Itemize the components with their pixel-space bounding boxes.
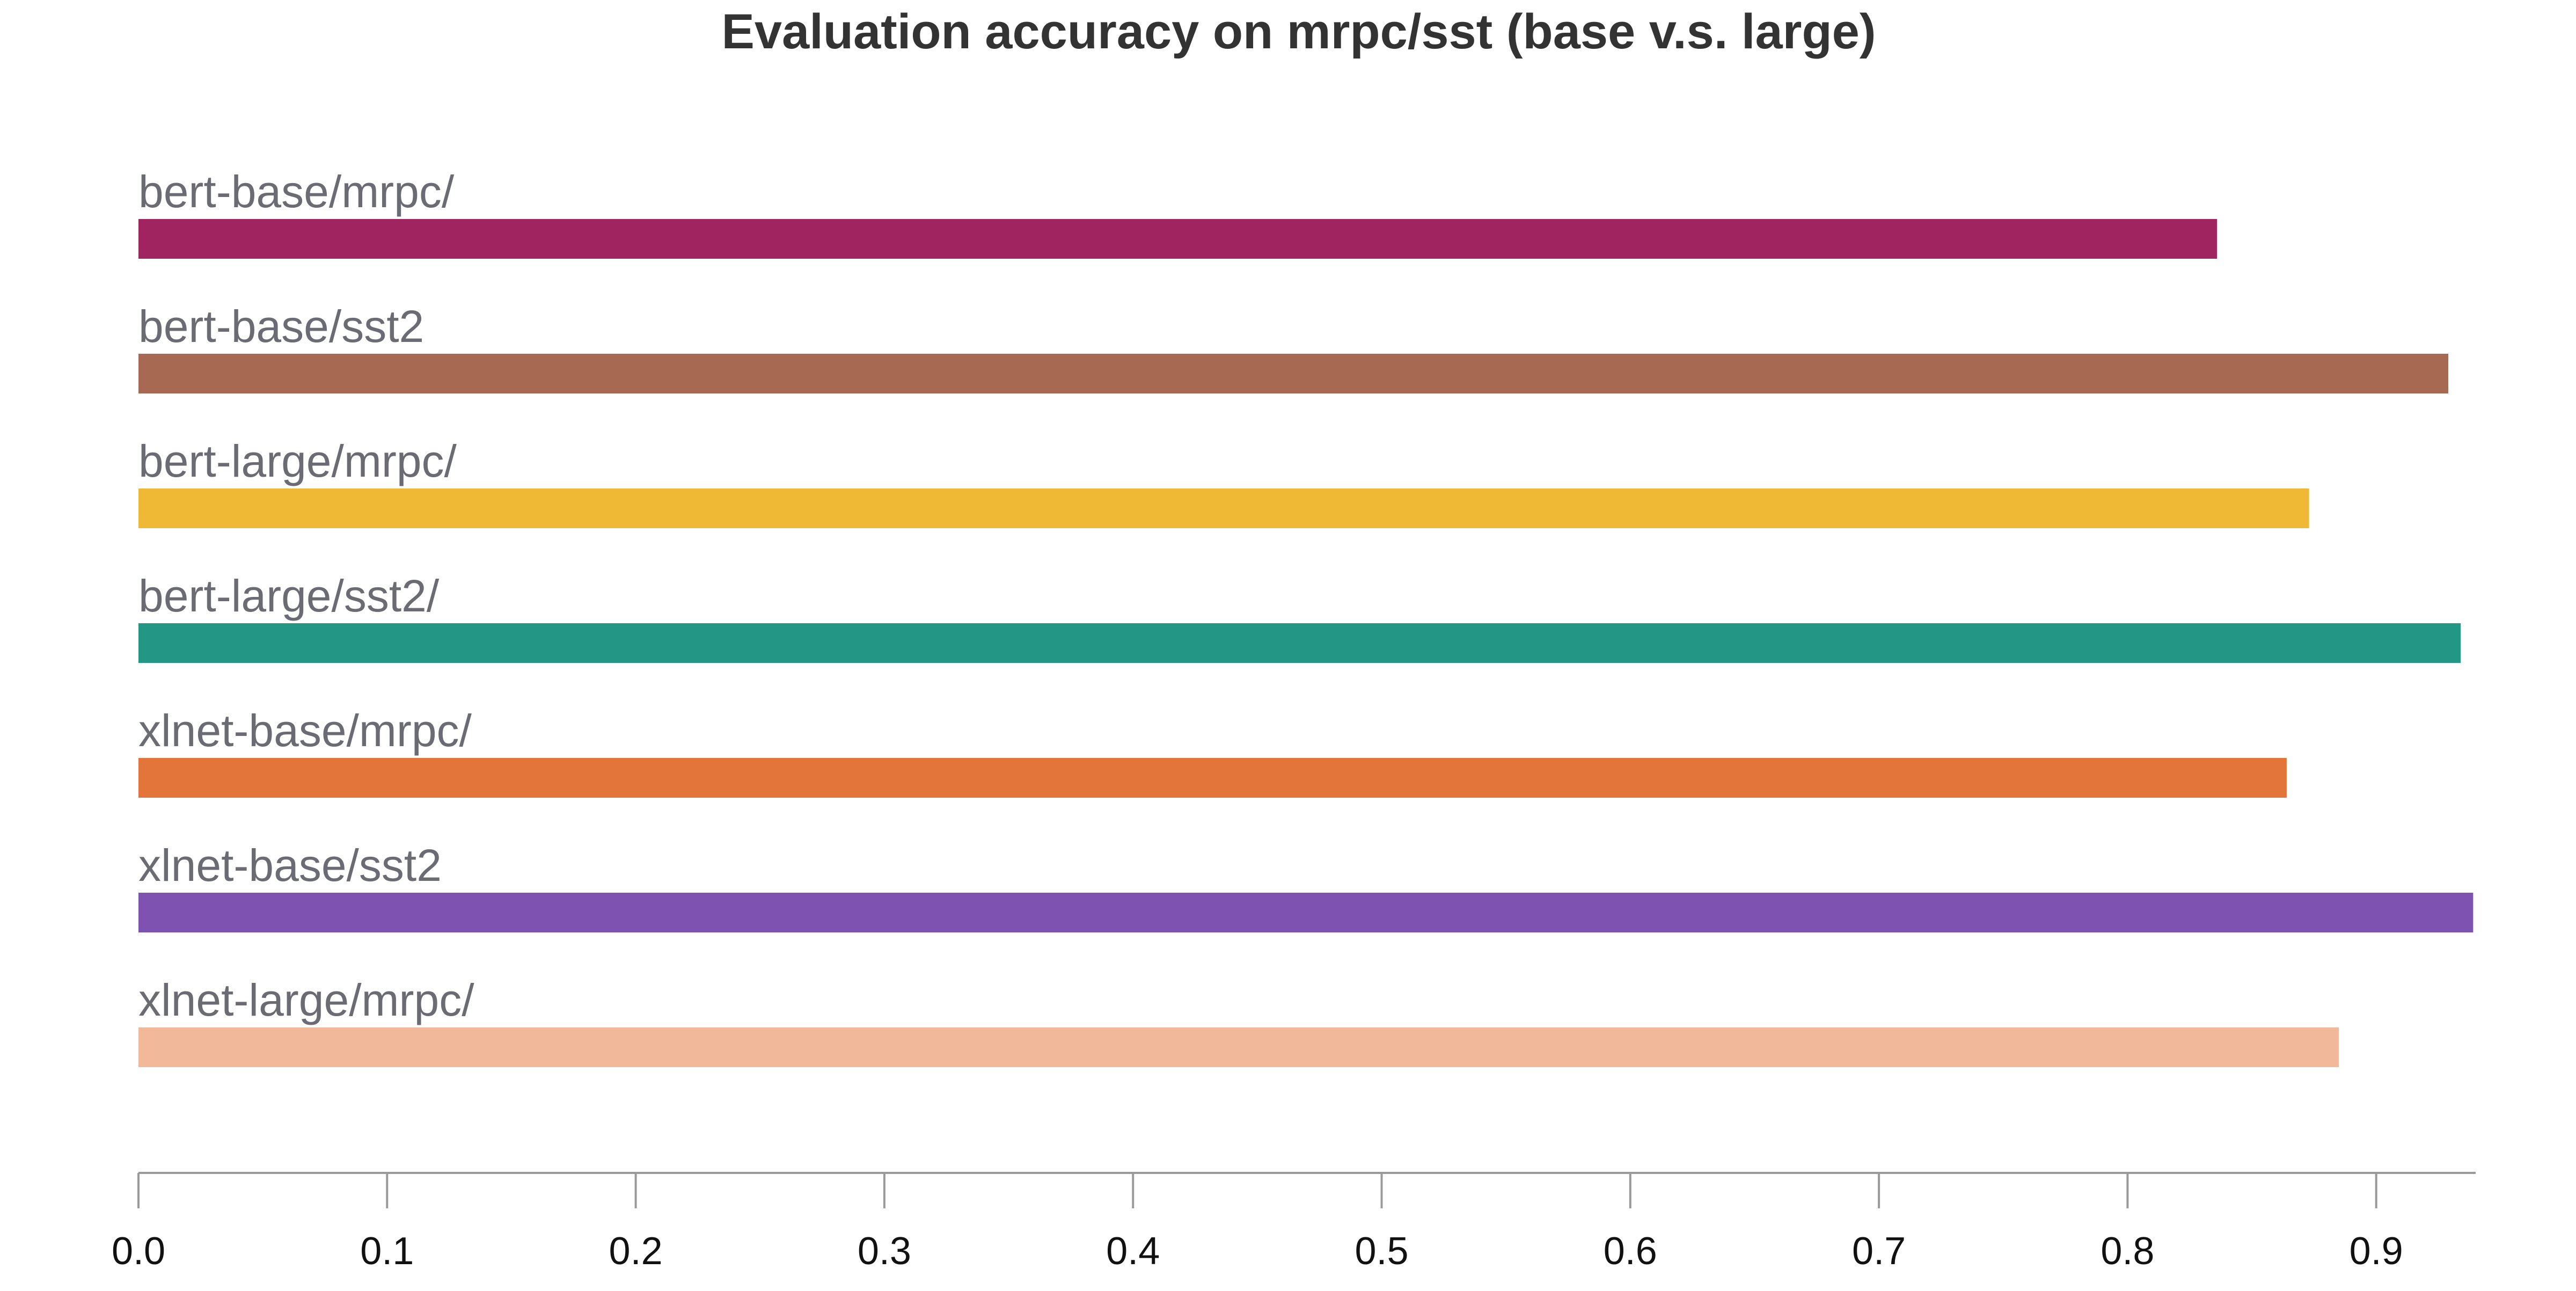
x-tick-label: 0.2 [609, 1230, 663, 1273]
bar-label: bert-base/mrpc/ [138, 166, 455, 217]
x-tick-label: 0.8 [2101, 1230, 2154, 1273]
bar-xlnet-base-mrpc [138, 758, 2287, 798]
bar-bert-base-sst2 [138, 354, 2449, 393]
chart-title: Evaluation accuracy on mrpc/sst (base v.… [722, 4, 1876, 59]
bar-label: xlnet-large/mrpc/ [138, 975, 474, 1025]
bar-labels-layer: bert-base/mrpc/bert-base/sst2 bert-large/… [138, 166, 474, 1025]
x-tick-label: 0.3 [858, 1230, 911, 1273]
bar-label: bert-large/mrpc/ [138, 436, 457, 486]
bar-xlnet-large-mrpc [138, 1027, 2339, 1067]
x-tick-label: 0.9 [2350, 1230, 2403, 1273]
bars-layer [138, 219, 2473, 1067]
bar-label: xlnet-base/mrpc/ [138, 705, 472, 756]
x-tick-label: 0.5 [1355, 1230, 1408, 1273]
x-tick-label: 0.4 [1106, 1230, 1160, 1273]
bar-xlnet-base-sst2 [138, 893, 2473, 932]
bar-bert-large-sst2 [138, 623, 2461, 663]
x-tick-label: 0.0 [112, 1230, 165, 1273]
x-tick-label: 0.1 [360, 1230, 414, 1273]
bar-bert-base-mrpc [138, 219, 2218, 259]
bar-label: bert-base/sst2 [138, 301, 424, 352]
bar-label: bert-large/sst2/ [138, 571, 440, 621]
bar-bert-large-mrpc [138, 488, 2309, 528]
x-tick-label: 0.7 [1852, 1230, 1906, 1273]
bar-label: xlnet-base/sst2 [138, 840, 442, 891]
x-tick-label: 0.6 [1604, 1230, 1657, 1273]
x-axis: 0.0 0.1 0.2 0.3 0.4 0.5 0.6 0.7 0.8 0.9 [112, 1172, 2476, 1273]
